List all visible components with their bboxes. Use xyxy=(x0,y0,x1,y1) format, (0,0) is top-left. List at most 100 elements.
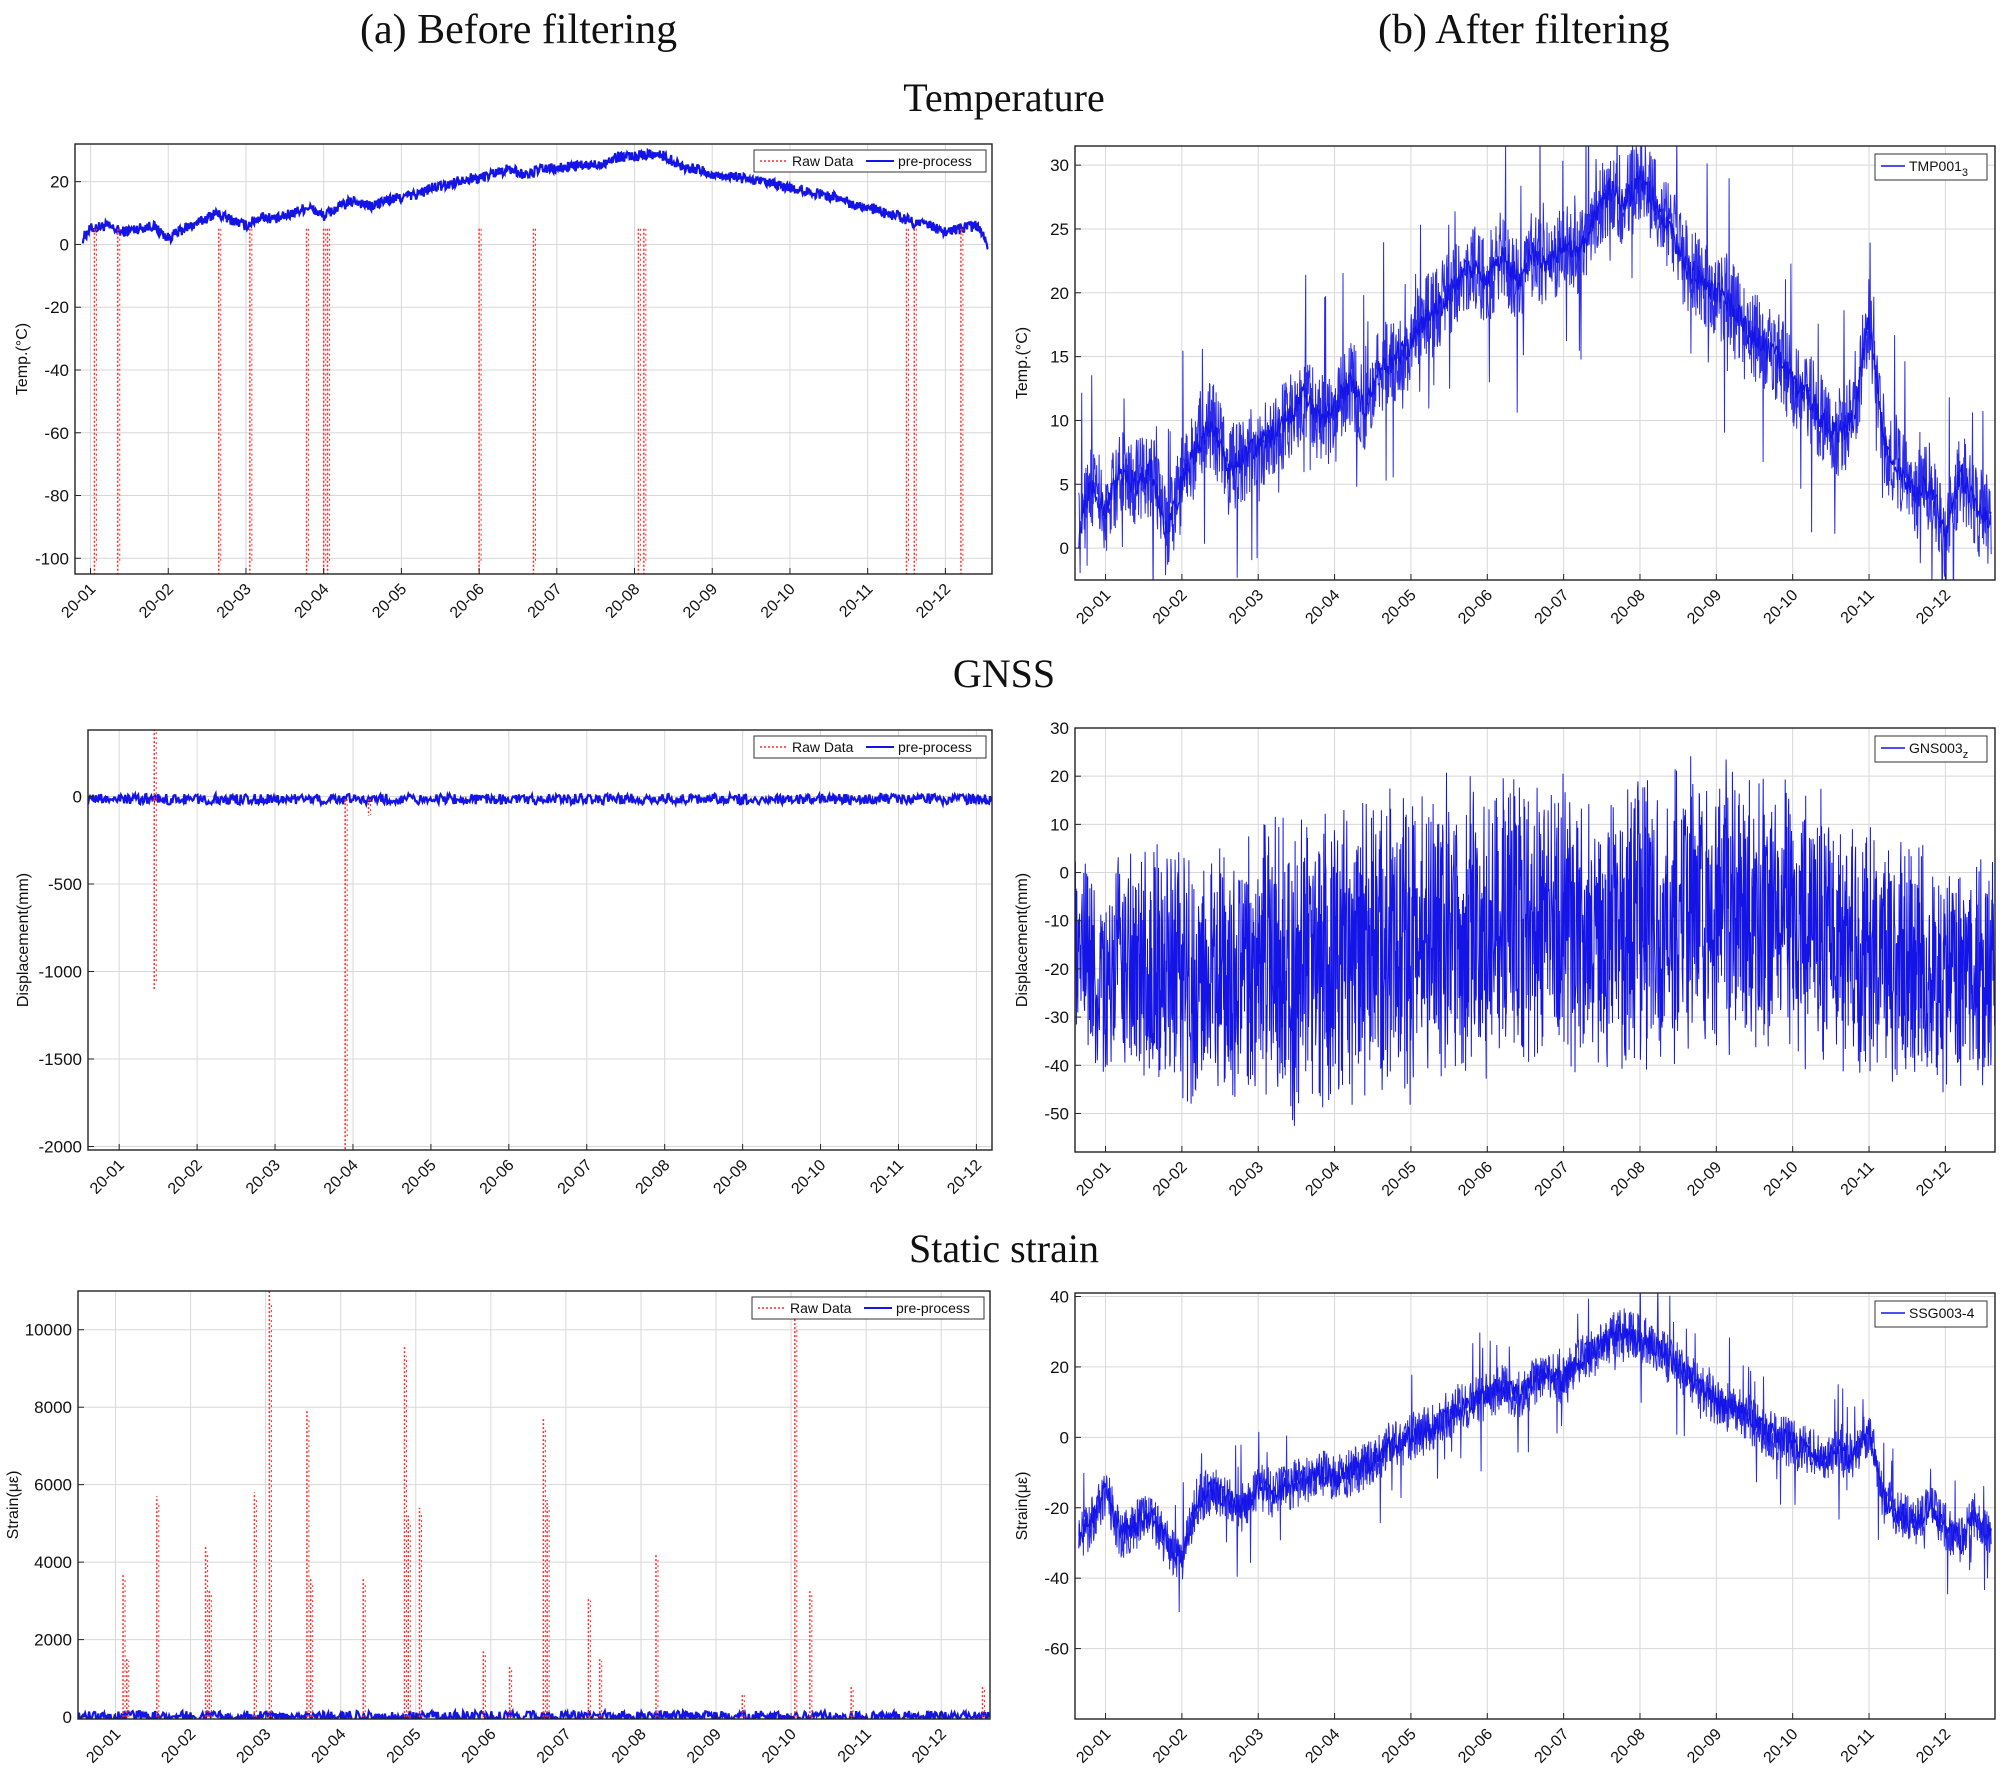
section-title-temperature: Temperature xyxy=(903,75,1105,120)
x-tick-label: 20-02 xyxy=(1150,587,1191,628)
x-tick-label: 20-03 xyxy=(1226,1726,1267,1767)
series-noise-TMP0013-noise xyxy=(1078,146,1992,580)
plot-frame xyxy=(1074,145,1996,581)
legend-label: TMP0013 xyxy=(1909,158,1968,179)
x-tick-label: 20-06 xyxy=(459,1726,500,1767)
x-tick-label: 20-02 xyxy=(1150,1726,1191,1767)
y-axis-label: Temp.(°C) xyxy=(1014,327,1031,399)
y-tick-label: -60 xyxy=(44,424,69,443)
legend-label-raw: Raw Data xyxy=(792,153,854,169)
y-tick-label: -1500 xyxy=(39,1050,82,1069)
y-tick-label: 5 xyxy=(1060,475,1069,494)
y-axis-label: Temp.(°C) xyxy=(14,323,31,395)
x-tick-label: 20-10 xyxy=(788,1157,829,1198)
column-title-after: (b) After filtering xyxy=(1378,7,1670,53)
x-tick-label: 20-06 xyxy=(1455,587,1496,628)
series-line-pre-process xyxy=(78,1707,990,1719)
legend-label-subscript: z xyxy=(1963,749,1969,761)
x-tick-label: 20-09 xyxy=(1684,1726,1725,1767)
y-axis-label: Displacement(mm) xyxy=(15,873,32,1007)
x-tick-label: 20-10 xyxy=(1761,1159,1802,1200)
y-tick-label: -80 xyxy=(44,487,69,506)
x-tick-label: 20-01 xyxy=(1073,587,1114,628)
y-tick-label: 0 xyxy=(1060,864,1069,883)
section-title-gnss: GNSS xyxy=(952,651,1056,696)
x-tick-label: 20-07 xyxy=(1532,1726,1573,1767)
chart-gnss-before: 0 -500 -1000 -1500 -2000 20-01 20-02 20-03 20-04… xyxy=(15,729,993,1198)
y-tick-label: 25 xyxy=(1050,220,1069,239)
y-tick-label: -20 xyxy=(44,298,69,317)
x-tick-label: 20-04 xyxy=(1302,1159,1343,1200)
y-tick-label: 0 xyxy=(1060,1428,1069,1447)
y-tick-label: 8000 xyxy=(34,1398,72,1417)
legend-label-processed: pre-process xyxy=(898,153,972,169)
x-tick-label: 20-04 xyxy=(292,581,333,622)
y-tick-label: 30 xyxy=(1050,719,1069,738)
y-tick-label: -30 xyxy=(1044,1008,1069,1027)
legend-label-processed: pre-process xyxy=(898,739,972,755)
y-axis-label: Displacement(mm) xyxy=(1014,873,1031,1007)
y-tick-label: 20 xyxy=(1050,767,1069,786)
x-tick-label: 20-12 xyxy=(1913,1159,1954,1200)
chart-strain-before: 10000 8000 6000 4000 2000 0 20-01 20-02 20-03 20-… xyxy=(5,1290,991,1767)
grid xyxy=(78,1291,990,1719)
y-tick-label: 20 xyxy=(50,173,69,192)
legend: Raw Data pre-process xyxy=(753,149,987,173)
x-tick-label: 20-01 xyxy=(1073,1726,1114,1767)
y-tick-label: 30 xyxy=(1050,156,1069,175)
legend-label-processed: pre-process xyxy=(896,1300,970,1316)
y-tick-label: 10 xyxy=(1050,411,1069,430)
y-tick-label: -500 xyxy=(48,875,82,894)
legend: Raw Data pre-process xyxy=(751,1296,985,1320)
x-tick-label: 20-01 xyxy=(87,1157,128,1198)
y-tick-label: -50 xyxy=(1044,1104,1069,1123)
x-tick-label: 20-12 xyxy=(913,581,954,622)
y-tick-label: 15 xyxy=(1050,348,1069,367)
legend: Raw Data pre-process xyxy=(753,735,987,759)
x-tick-label: 20-04 xyxy=(1302,1726,1343,1767)
chart-gnss-after: 30 20 10 0 -10 -20 -30 -40 -50 20-01 20-02 20-03 20-… xyxy=(1014,719,1996,1200)
plot-frame xyxy=(77,1290,991,1720)
plot-frame xyxy=(1074,1292,1996,1720)
y-tick-label: -40 xyxy=(44,361,69,380)
x-tick-label: 20-05 xyxy=(399,1157,440,1198)
y-tick-label: -40 xyxy=(1044,1056,1069,1075)
x-tick-label: 20-05 xyxy=(1379,1159,1420,1200)
y-tick-label: 2000 xyxy=(34,1631,72,1650)
y-tick-label: 20 xyxy=(1050,1358,1069,1377)
x-tick-label: 20-09 xyxy=(1684,587,1725,628)
legend-box xyxy=(1874,153,1988,181)
x-tick-label: 20-03 xyxy=(1226,587,1267,628)
series-line-TMP0013 xyxy=(1078,170,1992,549)
grid xyxy=(88,730,992,1150)
x-tick-label: 20-01 xyxy=(58,581,99,622)
series-line-pre-process xyxy=(81,147,989,250)
x-tick-label: 20-04 xyxy=(309,1726,350,1767)
x-tick-label: 20-09 xyxy=(1684,1159,1725,1200)
x-tick-label: 20-02 xyxy=(165,1157,206,1198)
x-tick-label: 20-05 xyxy=(384,1726,425,1767)
x-tick-label: 20-12 xyxy=(944,1157,985,1198)
x-tick-label: 20-08 xyxy=(1608,587,1649,628)
x-tick-label: 20-06 xyxy=(447,581,488,622)
x-tick-label: 20-04 xyxy=(321,1157,362,1198)
x-tick-label: 20-11 xyxy=(1838,1726,1878,1766)
x-tick-label: 20-06 xyxy=(477,1157,518,1198)
plot-frame xyxy=(74,143,993,575)
y-tick-label: 10 xyxy=(1050,815,1069,834)
y-axis-label: Strain(με) xyxy=(1014,1472,1031,1541)
x-tick-label: 20-09 xyxy=(710,1157,751,1198)
y-tick-label: 20 xyxy=(1050,284,1069,303)
legend-label: SSG003-4 xyxy=(1909,1305,1975,1321)
x-tick-label: 20-06 xyxy=(1455,1726,1496,1767)
x-tick-label: 20-01 xyxy=(1073,1159,1114,1200)
x-tick-label: 20-11 xyxy=(867,1157,907,1197)
x-tick-label: 20-11 xyxy=(1838,1159,1878,1199)
series-noise-SSG003-4-noise xyxy=(1078,1293,1992,1613)
y-axis-label: Strain(με) xyxy=(5,1471,22,1540)
x-tick-label: 20-02 xyxy=(158,1726,199,1767)
y-tick-label: 4000 xyxy=(34,1553,72,1572)
x-tick-label: 20-03 xyxy=(1226,1159,1267,1200)
y-tick-label: 10000 xyxy=(25,1321,72,1340)
x-tick-label: 20-11 xyxy=(836,581,876,621)
